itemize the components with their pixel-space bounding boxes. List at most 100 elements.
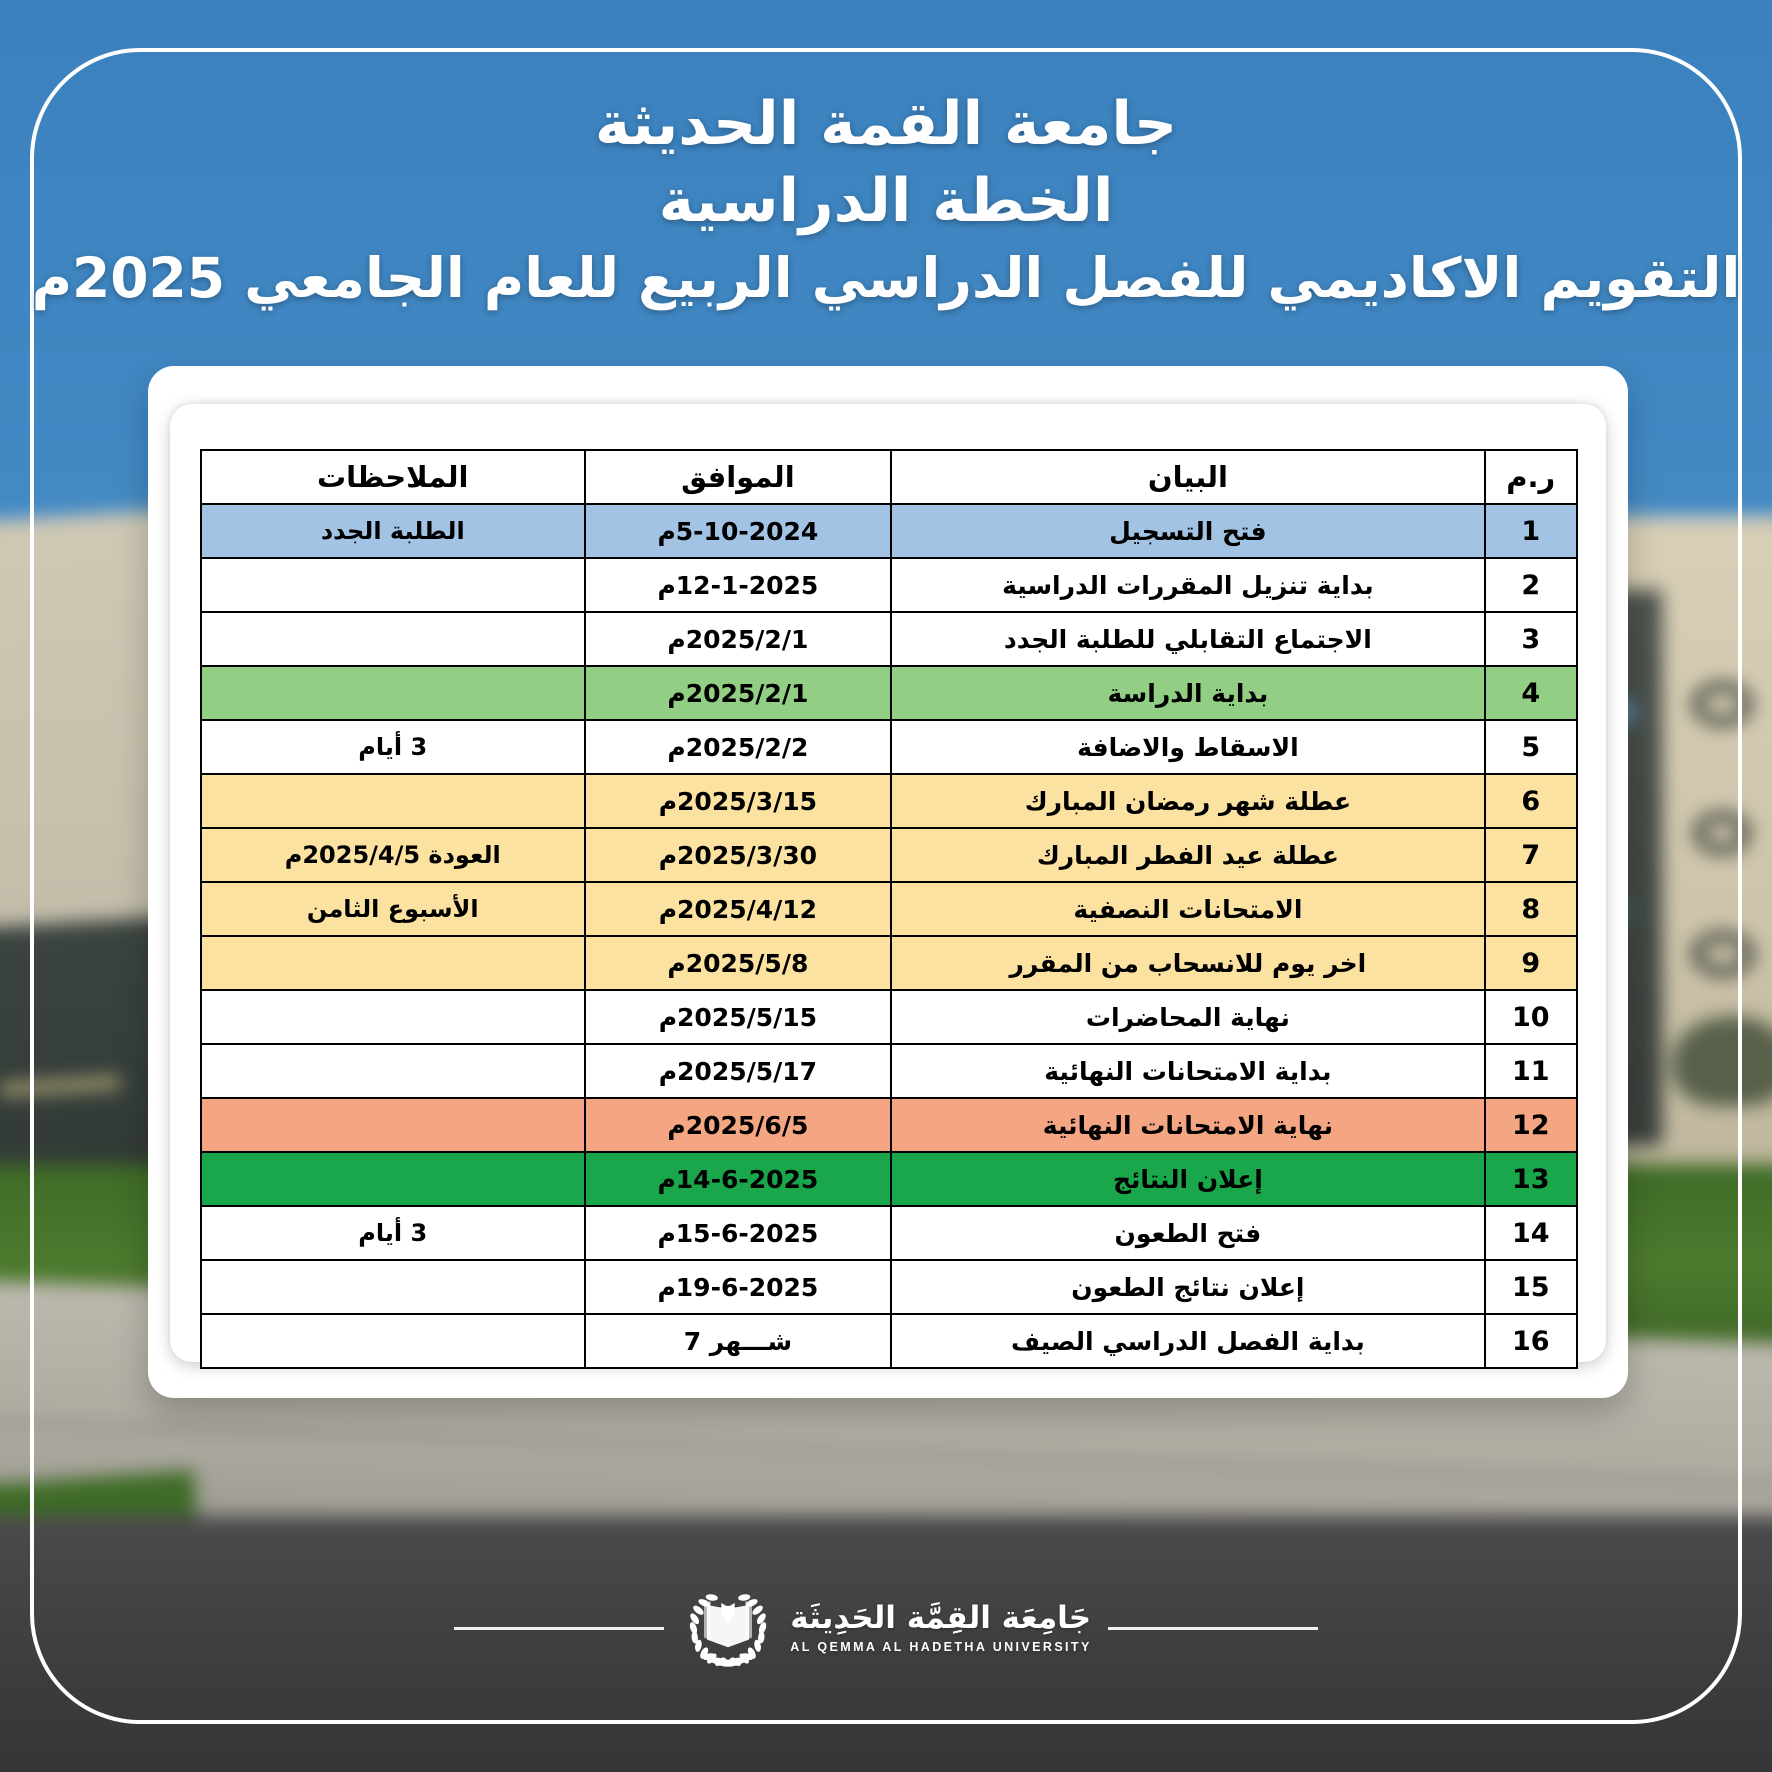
table-row: 10 نهاية المحاضرات 2025/5/15م bbox=[200, 989, 1579, 1045]
table-row: 3 الاجتماع التقابلي للطلبة الجدد 2025/2/1م bbox=[200, 611, 1579, 667]
cell-num: 10 bbox=[1483, 989, 1579, 1045]
academic-calendar-table: ر.م البيان الموافق الملاحظات 1 فتح التسجي… bbox=[200, 449, 1579, 1369]
cell-notes bbox=[200, 557, 586, 613]
laurel-wreath-open-book-icon bbox=[690, 1594, 767, 1667]
cell-num: 1 bbox=[1483, 503, 1579, 559]
cell-num: 2 bbox=[1483, 557, 1579, 613]
title-line-plan: الخطة الدراسية bbox=[658, 165, 1114, 236]
calendar-card: ر.م البيان الموافق الملاحظات 1 فتح التسجي… bbox=[148, 366, 1628, 1398]
cell-notes: 3 أيام bbox=[200, 1205, 586, 1261]
table-row: 13 إعلان النتائج 14-6-2025م bbox=[200, 1151, 1579, 1207]
cell-date: 2025/5/15م bbox=[583, 989, 893, 1045]
calendar-panel: ر.م البيان الموافق الملاحظات 1 فتح التسجي… bbox=[170, 404, 1606, 1369]
cell-description: بداية تنزيل المقررات الدراسية bbox=[890, 557, 1486, 613]
cell-description: إعلان النتائج bbox=[890, 1151, 1486, 1207]
cell-notes bbox=[200, 773, 586, 829]
facade-ring-middle bbox=[1694, 811, 1750, 854]
cell-num: 8 bbox=[1483, 881, 1579, 937]
cell-notes bbox=[200, 935, 586, 991]
cell-num: 7 bbox=[1483, 827, 1579, 883]
cell-notes: العودة 2025/4/5م bbox=[200, 827, 586, 883]
page-title: جامعة القمة الحديثة الخطة الدراسية التقو… bbox=[0, 86, 1772, 317]
university-name-arabic: جَامِعَة القِمَّة الحَدِيثَة bbox=[790, 1599, 1092, 1636]
cell-date: شـــهر 7 bbox=[583, 1313, 893, 1369]
table-row: 4 بداية الدراسة 2025/2/1م bbox=[200, 665, 1579, 721]
header-desc: البيان bbox=[890, 449, 1486, 505]
cell-num: 5 bbox=[1483, 719, 1579, 775]
cell-description: اخر يوم للانسحاب من المقرر bbox=[890, 935, 1486, 991]
header-num: ر.م bbox=[1483, 449, 1579, 505]
cell-date: 2025/3/15م bbox=[583, 773, 893, 829]
cell-description: بداية الدراسة bbox=[890, 665, 1486, 721]
calendar-table-wrapper: ر.م البيان الموافق الملاحظات 1 فتح التسجي… bbox=[200, 449, 1579, 1369]
cell-num: 16 bbox=[1483, 1313, 1579, 1369]
cell-date: 5-10-2024م bbox=[583, 503, 893, 559]
table-row: 8 الامتحانات النصفية 2025/4/12م الأسبوع الث… bbox=[200, 881, 1579, 937]
cell-description: إعلان نتائج الطعون bbox=[890, 1259, 1486, 1315]
cell-date: 2025/2/1م bbox=[583, 611, 893, 667]
cell-date: 2025/5/8م bbox=[583, 935, 893, 991]
title-line-university: جامعة القمة الحديثة bbox=[594, 89, 1178, 159]
facade-ring-bottom bbox=[1692, 932, 1754, 977]
cell-description: الاسقاط والاضافة bbox=[890, 719, 1486, 775]
cell-notes bbox=[200, 1259, 586, 1315]
cell-notes bbox=[200, 1043, 586, 1099]
cell-num: 14 bbox=[1483, 1205, 1579, 1261]
cell-description: نهاية المحاضرات bbox=[890, 989, 1486, 1045]
cell-num: 6 bbox=[1483, 773, 1579, 829]
asphalt-foreground bbox=[0, 1515, 1772, 1772]
cell-description: الامتحانات النصفية bbox=[890, 881, 1486, 937]
footer-rule-left bbox=[454, 1626, 665, 1630]
cell-num: 9 bbox=[1483, 935, 1579, 991]
cell-num: 15 bbox=[1483, 1259, 1579, 1315]
footer-rule-right bbox=[1107, 1626, 1318, 1630]
cell-notes bbox=[200, 665, 586, 721]
table-row: 5 الاسقاط والاضافة 2025/2/2م 3 أيام bbox=[200, 719, 1579, 775]
cell-notes bbox=[200, 611, 586, 667]
cell-date: 12-1-2025م bbox=[583, 557, 893, 613]
header-notes: الملاحظات bbox=[200, 449, 586, 505]
tree-right bbox=[1672, 1015, 1772, 1106]
calendar-table-body: 1 فتح التسجيل 5-10-2024م الطلبة الجدد 2 بداية… bbox=[200, 503, 1579, 1369]
table-row: 16 بداية الفصل الدراسي الصيف شـــهر 7 bbox=[200, 1313, 1579, 1369]
cell-notes: الطلبة الجدد bbox=[200, 503, 586, 559]
cell-date: 2025/5/17م bbox=[583, 1043, 893, 1099]
cell-num: 3 bbox=[1483, 611, 1579, 667]
facade-ring-top bbox=[1692, 682, 1752, 727]
table-row: 11 بداية الامتحانات النهائية 2025/5/17م bbox=[200, 1043, 1579, 1099]
cell-description: بداية الامتحانات النهائية bbox=[890, 1043, 1486, 1099]
table-row: 9 اخر يوم للانسحاب من المقرر 2025/5/8م bbox=[200, 935, 1579, 991]
cell-date: 2025/6/5م bbox=[583, 1097, 893, 1153]
header-date: الموافق bbox=[583, 449, 893, 505]
cell-description: نهاية الامتحانات النهائية bbox=[890, 1097, 1486, 1153]
cell-notes: الأسبوع الثامن bbox=[200, 881, 586, 937]
table-row: 12 نهاية الامتحانات النهائية 2025/6/5م bbox=[200, 1097, 1579, 1153]
cell-notes: 3 أيام bbox=[200, 719, 586, 775]
cell-num: 11 bbox=[1483, 1043, 1579, 1099]
cell-description: عطلة عيد الفطر المبارك bbox=[890, 827, 1486, 883]
university-logo: جَامِعَة القِمَّة الحَدِيثَة AL QEMMA AL… bbox=[664, 1580, 1107, 1676]
table-row: 14 فتح الطعون 15-6-2025م 3 أيام bbox=[200, 1205, 1579, 1261]
cell-num: 4 bbox=[1483, 665, 1579, 721]
cell-description: عطلة شهر رمضان المبارك bbox=[890, 773, 1486, 829]
cell-num: 12 bbox=[1483, 1097, 1579, 1153]
table-row: 15 إعلان نتائج الطعون 19-6-2025م bbox=[200, 1259, 1579, 1315]
table-header-row: ر.م البيان الموافق الملاحظات bbox=[200, 449, 1579, 505]
cell-description: فتح التسجيل bbox=[890, 503, 1486, 559]
cell-date: 2025/2/2م bbox=[583, 719, 893, 775]
table-row: 6 عطلة شهر رمضان المبارك 2025/3/15م bbox=[200, 773, 1579, 829]
table-row: 7 عطلة عيد الفطر المبارك 2025/3/30م العودة … bbox=[200, 827, 1579, 883]
university-logo-text: جَامِعَة القِمَّة الحَدِيثَة AL QEMMA AL… bbox=[790, 1599, 1092, 1654]
cell-description: بداية الفصل الدراسي الصيف bbox=[890, 1313, 1486, 1369]
university-name-english: AL QEMMA AL HADETHA UNIVERSITY bbox=[790, 1639, 1092, 1654]
table-row: 1 فتح التسجيل 5-10-2024م الطلبة الجدد bbox=[200, 503, 1579, 559]
cell-description: الاجتماع التقابلي للطلبة الجدد bbox=[890, 611, 1486, 667]
cell-notes bbox=[200, 1151, 586, 1207]
cell-notes bbox=[200, 989, 586, 1045]
cell-num: 13 bbox=[1483, 1151, 1579, 1207]
cell-date: 19-6-2025م bbox=[583, 1259, 893, 1315]
footer-branding: جَامِعَة القِمَّة الحَدِيثَة AL QEMMA AL… bbox=[0, 1580, 1772, 1676]
cell-notes bbox=[200, 1097, 586, 1153]
title-line-calendar: التقويم الاكاديمي للفصل الدراسي الربيع ل… bbox=[31, 245, 1741, 310]
cell-date: 2025/3/30م bbox=[583, 827, 893, 883]
